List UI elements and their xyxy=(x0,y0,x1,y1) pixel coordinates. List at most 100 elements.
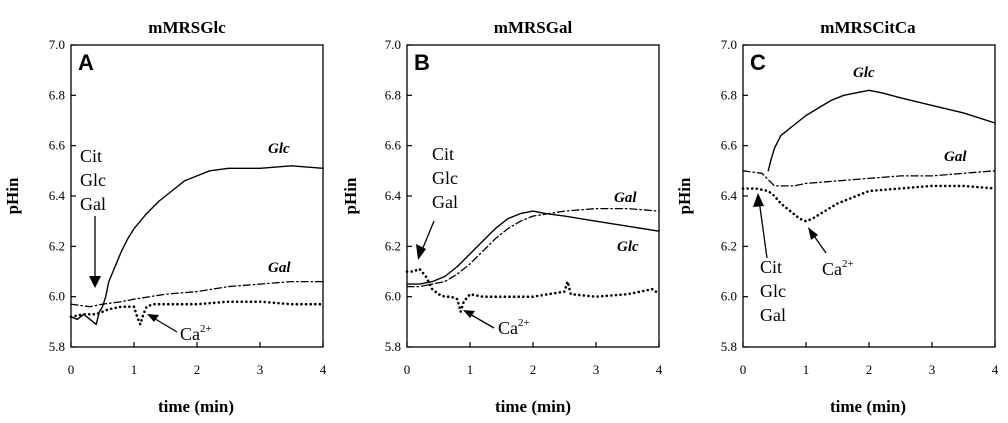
panel-b-y-tick-label: 6.4 xyxy=(385,188,402,203)
panel-a-y-tick-label: 6.8 xyxy=(49,87,65,102)
panel-b-y-ticks: 5.8 6.0 6.2 6.4 6.6 6.8 7.0 xyxy=(385,37,412,354)
panel-a-gal-label: Gal xyxy=(268,260,291,276)
panel-b-x-tick-label: 0 xyxy=(404,362,411,377)
panel-a-addition-arrowhead xyxy=(89,276,101,288)
panel-b-ca-superscript: 2+ xyxy=(518,317,530,329)
panel-c-addition-arrowhead xyxy=(753,193,764,207)
panel-c-gal-label: Gal xyxy=(944,149,967,165)
panel-b-cit-label: Cit xyxy=(432,144,454,164)
panel-c-x-tick-label: 2 xyxy=(866,362,873,377)
panel-c-x-axis-label: time (min) xyxy=(830,397,906,416)
panel-c-ca-superscript: 2+ xyxy=(842,258,854,270)
panel-b-x-tick-label: 1 xyxy=(467,362,474,377)
panel-b-y-tick-label: 6.2 xyxy=(385,238,401,253)
panel-a-plot-frame xyxy=(70,44,324,348)
panel-c-letter: C xyxy=(750,50,766,75)
panel-a-x-tick-label: 1 xyxy=(131,362,138,377)
panel-b-title: mMRSGal xyxy=(494,18,573,37)
panel-a-x-tick-label: 0 xyxy=(68,362,75,377)
panel-c-y-tick-label: 5.8 xyxy=(721,339,737,354)
panel-b-gal-series-line xyxy=(406,207,660,288)
panel-c-y-tick-label: 6.8 xyxy=(721,87,737,102)
panel-b-ca-series-line xyxy=(405,267,661,314)
panel-b-y-axis-label: pHin xyxy=(341,177,360,214)
panel-a-ca-label: Ca2+ xyxy=(180,323,212,344)
panel-a-ca-arrowhead xyxy=(147,314,159,322)
panel-a-x-ticks: 0 1 2 3 4 xyxy=(68,342,327,377)
panel-c-y-tick-label: 6.2 xyxy=(721,238,737,253)
panel-c-x-tick-label: 4 xyxy=(992,362,999,377)
panel-b-ca-arrowhead xyxy=(463,310,475,318)
panel-c-ca-label: Ca2+ xyxy=(822,258,854,279)
panel-a-y-tick-label: 6.2 xyxy=(49,238,65,253)
panel-a-ca-superscript: 2+ xyxy=(200,323,212,335)
panel-c-cit-label: Cit xyxy=(760,257,782,277)
panel-a-title: mMRSGlc xyxy=(148,18,226,37)
panel-a-x-tick-label: 4 xyxy=(320,362,327,377)
panel-b-ca-arrow xyxy=(467,312,495,329)
panel-a-gal-added-label: Gal xyxy=(80,194,106,214)
panel-a-glc-series-line xyxy=(70,165,324,326)
panel-c-x-ticks: 0 1 2 3 4 xyxy=(740,342,999,377)
panel-a-y-axis-label: pHin xyxy=(3,177,22,214)
panel-b-glc-added-label: Glc xyxy=(432,168,458,188)
panel-c-glc-series-line xyxy=(767,89,996,172)
panel-a-x-tick-label: 2 xyxy=(194,362,201,377)
panel-b-series xyxy=(405,207,661,314)
panel-c-gal-series-line xyxy=(742,170,996,187)
panel-a-cit-label: Cit xyxy=(80,146,102,166)
panel-b-gal-label: Gal xyxy=(614,190,637,206)
panel-a-y-ticks: 5.8 6.0 6.2 6.4 6.6 6.8 7.0 xyxy=(49,37,76,354)
panel-c-addition-arrow xyxy=(758,199,768,259)
panel-b-glc-label: Glc xyxy=(617,239,639,255)
panel-b-addition-arrowhead xyxy=(416,244,426,260)
panel-a-glc-added-label: Glc xyxy=(80,170,106,190)
panel-b-x-tick-label: 4 xyxy=(656,362,663,377)
panel-b-y-tick-label: 6.8 xyxy=(385,87,401,102)
panel-c-x-tick-label: 0 xyxy=(740,362,747,377)
panel-b-ca-text: Ca xyxy=(498,318,518,338)
panel-a-gal-series-line xyxy=(70,280,324,308)
panel-c-gal-added-label: Gal xyxy=(760,305,786,325)
panel-b-ca-label: Ca2+ xyxy=(498,317,530,338)
panel-c-x-tick-label: 1 xyxy=(803,362,810,377)
panel-c-glc-added-label: Glc xyxy=(760,281,786,301)
panel-b-letter: B xyxy=(414,50,430,75)
panel-a-ca-series-line xyxy=(69,300,325,326)
panel-b-y-tick-label: 6.6 xyxy=(385,138,402,153)
panel-c-glc-label: Glc xyxy=(853,65,875,81)
panel-c-y-tick-label: 6.6 xyxy=(721,138,738,153)
panel-a-y-tick-label: 6.6 xyxy=(49,138,66,153)
panel-c-ca-series-line xyxy=(741,184,997,223)
panel-b: mMRSGal B 5.8 6.0 6.2 6.4 6.6 6.8 7.0 0 1 2 3 4 pH… xyxy=(341,18,663,416)
panel-c-x-tick-label: 3 xyxy=(929,362,936,377)
panel-a-y-tick-label: 5.8 xyxy=(49,339,65,354)
panel-a-ca-arrow xyxy=(151,316,178,333)
panel-c-y-axis-label: pHin xyxy=(675,177,694,214)
panel-c-series xyxy=(741,89,997,223)
panel-b-x-tick-label: 3 xyxy=(593,362,600,377)
panel-a-y-tick-label: 6.4 xyxy=(49,188,66,203)
panel-a-letter: A xyxy=(78,50,94,75)
panel-c-y-tick-label: 6.4 xyxy=(721,188,738,203)
panel-c-ca-text: Ca xyxy=(822,259,842,279)
panel-c-ca-arrowhead xyxy=(808,227,818,240)
panel-a-y-tick-label: 7.0 xyxy=(49,37,65,52)
panel-a-ca-text: Ca xyxy=(180,324,200,344)
panel-c-y-tick-label: 7.0 xyxy=(721,37,737,52)
panel-a-series xyxy=(69,165,325,326)
panel-b-gal-added-label: Gal xyxy=(432,192,458,212)
panel-a: mMRSGlc A 5.8 6.0 6.2 6.4 6.6 6.8 7.0 0 1 2 3 4 pH… xyxy=(3,18,327,416)
panel-a-x-axis-label: time (min) xyxy=(158,397,234,416)
panel-b-x-axis-label: time (min) xyxy=(495,397,571,416)
panel-c-y-ticks: 5.8 6.0 6.2 6.4 6.6 6.8 7.0 xyxy=(721,37,748,354)
panel-b-x-ticks: 0 1 2 3 4 xyxy=(404,342,663,377)
panel-b-y-tick-label: 5.8 xyxy=(385,339,401,354)
panel-c-title: mMRSCitCa xyxy=(820,18,916,37)
panel-b-x-tick-label: 2 xyxy=(530,362,537,377)
panel-c-y-tick-label: 6.0 xyxy=(721,289,737,304)
panel-a-y-tick-label: 6.0 xyxy=(49,289,65,304)
panel-a-x-tick-label: 3 xyxy=(257,362,264,377)
panel-b-glc-series-line xyxy=(406,210,660,285)
